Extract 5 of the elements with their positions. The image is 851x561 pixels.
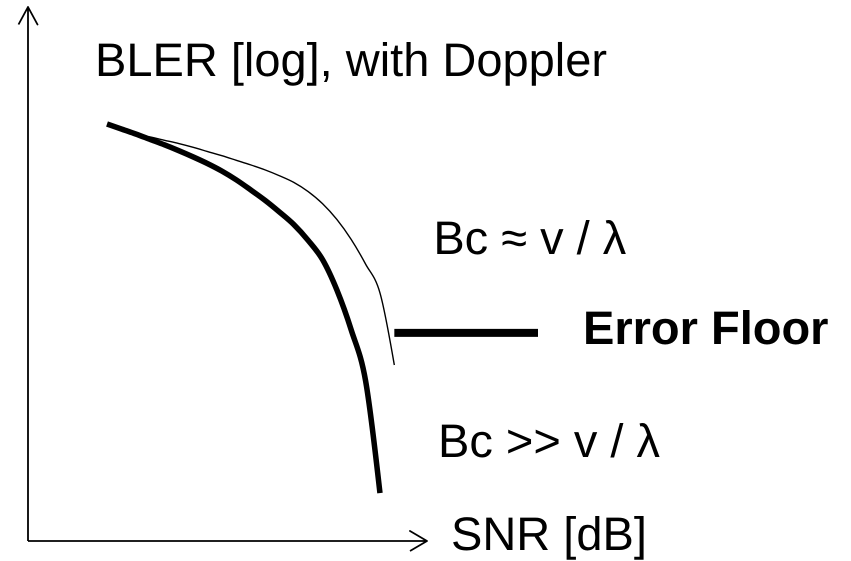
x-axis-title: SNR [dB] xyxy=(451,507,647,560)
series-label: Error Floor xyxy=(583,300,828,354)
series-label: Bc >> v / λ xyxy=(438,414,660,468)
y-axis-title: BLER [log], with Doppler xyxy=(95,33,608,86)
series-label: Bc ≈ v / λ xyxy=(433,211,627,264)
